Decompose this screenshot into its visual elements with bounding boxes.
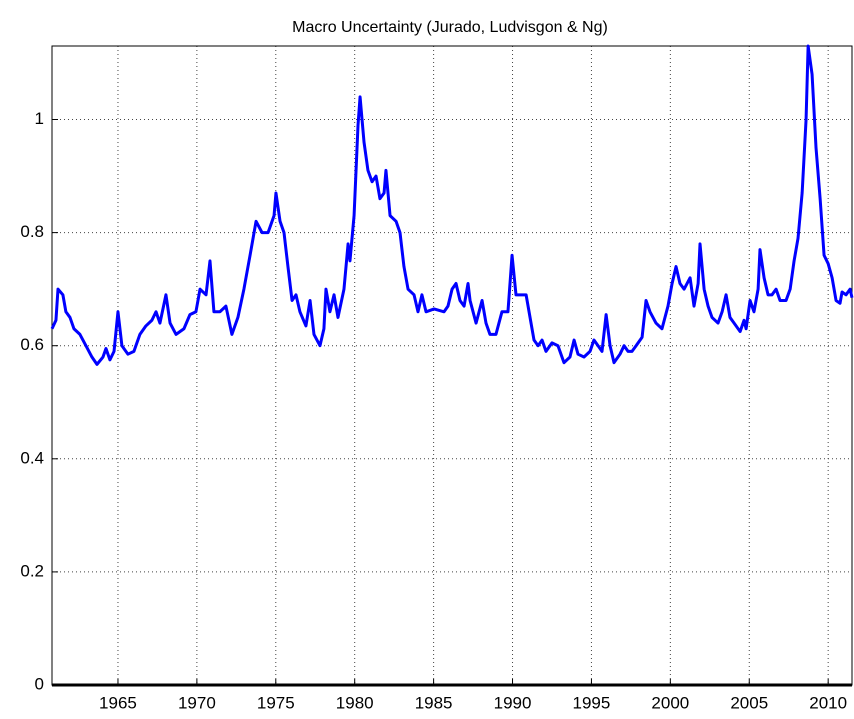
x-tick-label: 1980 [336,693,374,712]
x-tick-label: 1975 [257,693,295,712]
y-tick-label: 0.4 [20,448,44,467]
y-tick-label: 1 [35,109,44,128]
chart-title: Macro Uncertainty (Jurado, Ludvisgon & N… [292,19,608,36]
x-tick-label: 1995 [573,693,611,712]
x-tick-label: 2000 [651,693,689,712]
x-tick-label: 1965 [99,693,137,712]
x-tick-label: 1990 [494,693,532,712]
y-tick-label: 0.8 [20,222,44,241]
y-tick-label: 0.2 [20,561,44,580]
x-tick-label: 1985 [415,693,453,712]
y-tick-label: 0 [35,674,44,693]
x-tick-label: 2005 [730,693,768,712]
axes-box [51,45,853,686]
x-tick-label: 1970 [178,693,216,712]
data-line [50,44,854,366]
y-tick-label: 0.6 [20,335,44,354]
x-tick-label: 2010 [809,693,847,712]
